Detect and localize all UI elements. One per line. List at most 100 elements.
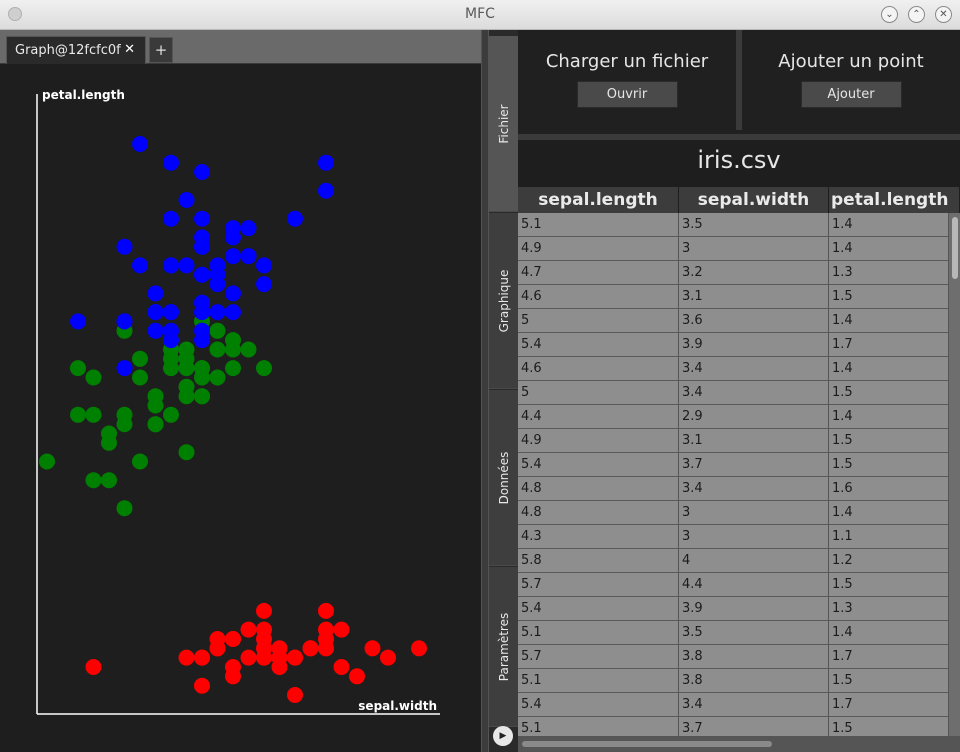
table-cell[interactable]: 3.6 xyxy=(679,309,829,333)
table-cell[interactable]: 1.5 xyxy=(829,669,949,693)
table-cell[interactable]: 3.4 xyxy=(679,381,829,405)
table-row[interactable]: 5.1 3.5 1.4 xyxy=(518,621,949,645)
table-cell[interactable]: 5.4 xyxy=(518,333,679,357)
table-cell[interactable]: 1.5 xyxy=(829,381,949,405)
table-row[interactable]: 5.4 3.7 1.5 xyxy=(518,453,949,477)
table-cell[interactable]: 5.4 xyxy=(518,693,679,717)
table-cell[interactable]: 4.7 xyxy=(518,261,679,285)
table-cell[interactable]: 1.3 xyxy=(829,261,949,285)
table-row[interactable]: 4.4 2.9 1.4 xyxy=(518,405,949,429)
table-row[interactable]: 4.8 3.4 1.6 xyxy=(518,477,949,501)
close-window-icon[interactable]: ✕ xyxy=(935,6,952,23)
table-cell[interactable]: 1.4 xyxy=(829,621,949,645)
table-cell[interactable]: 4.8 xyxy=(518,501,679,525)
scrollbar-thumb[interactable] xyxy=(522,741,772,747)
table-cell[interactable]: 1.4 xyxy=(829,357,949,381)
table-cell[interactable]: 1.1 xyxy=(829,525,949,549)
table-cell[interactable]: 4.4 xyxy=(518,405,679,429)
table-cell[interactable]: 5.1 xyxy=(518,213,679,237)
minimize-icon[interactable]: ⌄ xyxy=(881,6,898,23)
tab-graphique[interactable]: Graphique xyxy=(489,213,518,389)
tab-parametres[interactable]: Paramètres xyxy=(489,567,518,727)
horizontal-scrollbar[interactable] xyxy=(518,736,960,752)
table-cell[interactable]: 3.7 xyxy=(679,453,829,477)
table-cell[interactable]: 1.4 xyxy=(829,405,949,429)
table-cell[interactable]: 4.6 xyxy=(518,357,679,381)
table-cell[interactable]: 5 xyxy=(518,309,679,333)
table-cell[interactable]: 5.1 xyxy=(518,621,679,645)
column-header[interactable]: petal.length xyxy=(829,187,960,213)
table-cell[interactable]: 3.9 xyxy=(679,333,829,357)
table-row[interactable]: 5.7 3.8 1.7 xyxy=(518,645,949,669)
table-cell[interactable]: 1.3 xyxy=(829,597,949,621)
close-tab-icon[interactable]: ✕ xyxy=(124,42,135,57)
table-cell[interactable]: 3.4 xyxy=(679,693,829,717)
table-cell[interactable]: 1.4 xyxy=(829,237,949,261)
table-row[interactable]: 4.6 3.4 1.4 xyxy=(518,357,949,381)
table-cell[interactable]: 3.8 xyxy=(679,669,829,693)
table-cell[interactable]: 3.1 xyxy=(679,429,829,453)
table-cell[interactable]: 5.4 xyxy=(518,453,679,477)
vertical-scrollbar[interactable] xyxy=(948,213,960,744)
table-cell[interactable]: 5.8 xyxy=(518,549,679,573)
table-cell[interactable]: 5 xyxy=(518,381,679,405)
table-cell[interactable]: 3.9 xyxy=(679,597,829,621)
scrollbar-thumb[interactable] xyxy=(952,217,958,279)
table-row[interactable]: 5.4 3.9 1.3 xyxy=(518,597,949,621)
column-header[interactable]: sepal.length xyxy=(518,187,679,213)
table-cell[interactable]: 1.7 xyxy=(829,693,949,717)
table-cell[interactable]: 1.4 xyxy=(829,213,949,237)
table-cell[interactable]: 1.5 xyxy=(829,573,949,597)
table-cell[interactable]: 3.5 xyxy=(679,621,829,645)
table-cell[interactable]: 4.3 xyxy=(518,525,679,549)
table-cell[interactable]: 4.4 xyxy=(679,573,829,597)
table-cell[interactable]: 3.5 xyxy=(679,213,829,237)
table-cell[interactable]: 4.8 xyxy=(518,477,679,501)
table-cell[interactable]: 4.6 xyxy=(518,285,679,309)
play-icon[interactable]: ▶ xyxy=(493,726,513,746)
table-row[interactable]: 5.8 4 1.2 xyxy=(518,549,949,573)
table-row[interactable]: 5.1 3.5 1.4 xyxy=(518,213,949,237)
add-button[interactable]: Ajouter xyxy=(800,81,902,108)
table-cell[interactable]: 1.7 xyxy=(829,645,949,669)
table-row[interactable]: 4.8 3 1.4 xyxy=(518,501,949,525)
table-cell[interactable]: 1.4 xyxy=(829,309,949,333)
table-row[interactable]: 5 3.6 1.4 xyxy=(518,309,949,333)
table-cell[interactable]: 1.6 xyxy=(829,477,949,501)
table-cell[interactable]: 3.8 xyxy=(679,645,829,669)
tab-donnees[interactable]: Données xyxy=(489,390,518,566)
table-row[interactable]: 5.4 3.9 1.7 xyxy=(518,333,949,357)
table-cell[interactable]: 3 xyxy=(679,525,829,549)
table-row[interactable]: 4.6 3.1 1.5 xyxy=(518,285,949,309)
table-row[interactable]: 5.4 3.4 1.7 xyxy=(518,693,949,717)
table-row[interactable]: 4.3 3 1.1 xyxy=(518,525,949,549)
table-row[interactable]: 4.9 3.1 1.5 xyxy=(518,429,949,453)
table-row[interactable]: 4.9 3 1.4 xyxy=(518,237,949,261)
maximize-icon[interactable]: ⌃ xyxy=(908,6,925,23)
table-row[interactable]: 5 3.4 1.5 xyxy=(518,381,949,405)
table-row[interactable]: 4.7 3.2 1.3 xyxy=(518,261,949,285)
table-cell[interactable]: 5.7 xyxy=(518,645,679,669)
column-header[interactable]: sepal.width xyxy=(679,187,829,213)
table-cell[interactable]: 1.5 xyxy=(829,285,949,309)
table-row[interactable]: 5.7 4.4 1.5 xyxy=(518,573,949,597)
add-tab-button[interactable]: + xyxy=(149,37,173,63)
table-cell[interactable]: 3.1 xyxy=(679,285,829,309)
table-cell[interactable]: 2.9 xyxy=(679,405,829,429)
table-cell[interactable]: 5.1 xyxy=(518,669,679,693)
table-cell[interactable]: 4 xyxy=(679,549,829,573)
tab-fichier[interactable]: Fichier xyxy=(489,36,518,212)
table-cell[interactable]: 4.9 xyxy=(518,429,679,453)
table-cell[interactable]: 1.5 xyxy=(829,453,949,477)
split-divider[interactable] xyxy=(481,30,489,752)
table-cell[interactable]: 5.7 xyxy=(518,573,679,597)
open-button[interactable]: Ouvrir xyxy=(576,81,678,108)
table-cell[interactable]: 3 xyxy=(679,237,829,261)
table-cell[interactable]: 3.4 xyxy=(679,357,829,381)
table-cell[interactable]: 3 xyxy=(679,501,829,525)
table-cell[interactable]: 1.4 xyxy=(829,501,949,525)
table-cell[interactable]: 1.5 xyxy=(829,429,949,453)
table-cell[interactable]: 3.4 xyxy=(679,477,829,501)
table-cell[interactable]: 3.2 xyxy=(679,261,829,285)
table-cell[interactable]: 4.9 xyxy=(518,237,679,261)
